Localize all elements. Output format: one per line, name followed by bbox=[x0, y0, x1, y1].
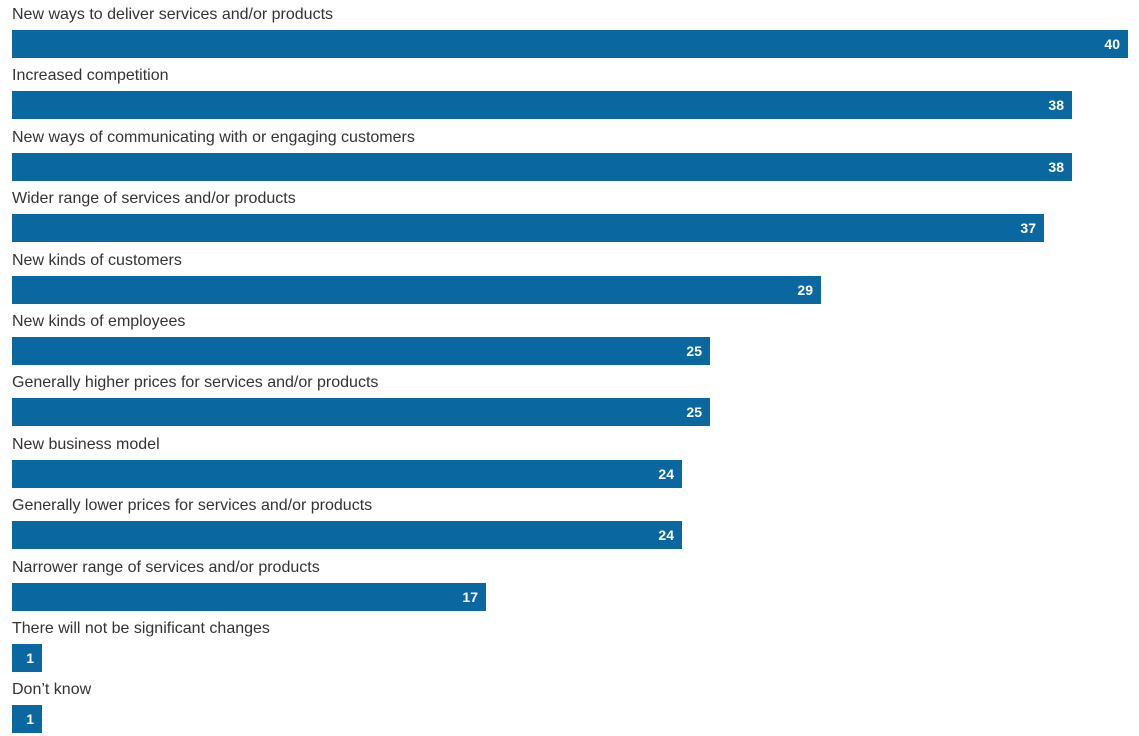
value-label: 25 bbox=[686, 404, 702, 421]
bar: 1 bbox=[12, 705, 42, 734]
bar: 24 bbox=[12, 459, 682, 488]
category-label: Wider range of services and/or products bbox=[12, 190, 296, 208]
bar-row: New ways of communicating with or engagi… bbox=[0, 123, 1139, 184]
category-label: Increased competition bbox=[12, 67, 169, 85]
bar-row: Increased competition 38 bbox=[0, 61, 1139, 122]
category-label: Don’t know bbox=[12, 681, 92, 699]
value-label: 40 bbox=[1104, 36, 1120, 52]
category-label: New business model bbox=[12, 435, 160, 453]
value-label: 38 bbox=[1048, 158, 1064, 175]
bar: 37 bbox=[12, 214, 1044, 243]
bar-row: New kinds of employees 25 bbox=[0, 307, 1139, 368]
value-label: 25 bbox=[686, 343, 702, 359]
bar-row: There will not be significant changes 1 bbox=[0, 614, 1139, 675]
bar-row: Generally lower prices for services and/… bbox=[0, 491, 1139, 552]
bar-row: Wider range of services and/or products 3… bbox=[0, 184, 1139, 245]
category-label: New ways to deliver services and/or prod… bbox=[12, 6, 334, 23]
bar-row: Generally higher prices for services and… bbox=[0, 368, 1139, 429]
bar-row: Narrower range of services and/or produc… bbox=[0, 553, 1139, 614]
bar-row: New kinds of customers 29 bbox=[0, 246, 1139, 307]
category-label: New kinds of customers bbox=[12, 251, 182, 269]
bar: 24 bbox=[12, 521, 682, 550]
bar: 25 bbox=[12, 398, 710, 427]
value-label: 38 bbox=[1048, 97, 1064, 114]
bar-row: Don’t know 1 bbox=[0, 675, 1139, 736]
bar: 17 bbox=[12, 582, 486, 611]
value-label: 24 bbox=[658, 465, 674, 482]
category-label: There will not be significant changes bbox=[12, 620, 270, 637]
bar-row: New business model 24 bbox=[0, 430, 1139, 491]
value-label: 1 bbox=[26, 650, 34, 666]
value-label: 37 bbox=[1020, 220, 1036, 237]
value-label: 17 bbox=[462, 588, 478, 605]
category-label: Generally lower prices for services and/… bbox=[12, 497, 373, 515]
bar: 25 bbox=[12, 337, 710, 365]
bar: 38 bbox=[12, 91, 1072, 120]
bar: 29 bbox=[12, 275, 821, 304]
category-label: Narrower range of services and/or produc… bbox=[12, 558, 320, 576]
category-label: New ways of communicating with or engagi… bbox=[12, 128, 415, 146]
bar-row: New ways to deliver services and/or prod… bbox=[0, 0, 1139, 61]
bar: 1 bbox=[12, 644, 42, 672]
category-label: New kinds of employees bbox=[12, 313, 186, 330]
bar: 38 bbox=[12, 152, 1072, 181]
value-label: 29 bbox=[797, 281, 813, 298]
value-label: 1 bbox=[26, 711, 34, 728]
value-label: 24 bbox=[658, 527, 674, 544]
bar: 40 bbox=[12, 30, 1128, 58]
category-label: Generally higher prices for services and… bbox=[12, 374, 379, 392]
